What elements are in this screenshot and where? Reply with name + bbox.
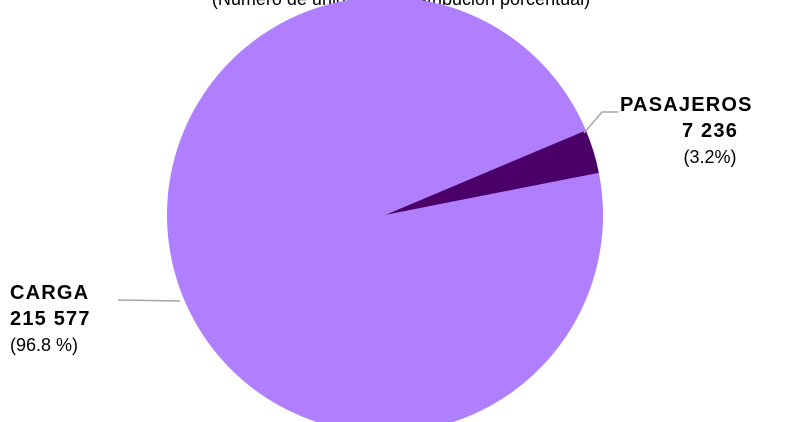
pie-slice-carga	[167, 0, 603, 422]
slice-percent-pasajeros: (3.2%)	[683, 147, 737, 167]
slice-label-carga: CARGA	[10, 282, 90, 304]
slice-percent-carga: (96.8 %)	[10, 335, 79, 355]
leader-line-carga	[117, 299, 181, 302]
data-label-pasajeros: PASAJEROS 7 236 (3.2%)	[620, 92, 800, 170]
slice-value-pasajeros: 7 236	[681, 120, 739, 142]
slice-value-carga: 215 577	[10, 308, 91, 330]
slice-label-pasajeros: PASAJEROS	[620, 94, 753, 116]
data-label-carga: CARGA 215 577 (96.8 %)	[10, 280, 130, 358]
leader-line-pasajeros	[583, 111, 618, 134]
pie-slice-pasajeros	[385, 130, 599, 215]
